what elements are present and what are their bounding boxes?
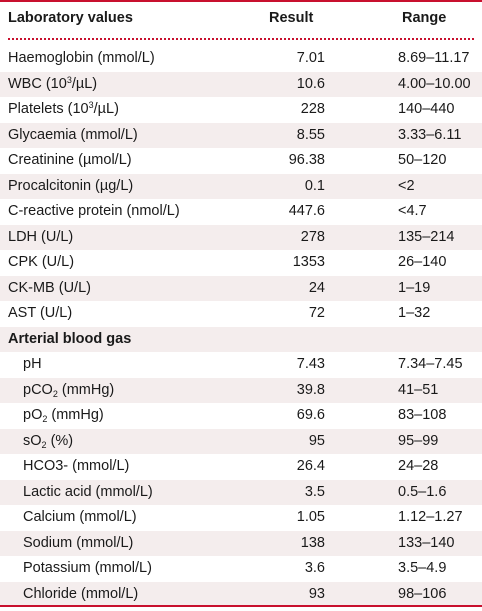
table-row: pCO2 (mmHg) 39.8 41–51	[0, 377, 482, 403]
row-range: <2	[398, 177, 415, 194]
row-range: 4.00–10.00	[398, 75, 471, 92]
row-result: 24	[308, 279, 325, 296]
table-row: Lactic acid (mmol/L) 3.5 0.5–1.6	[0, 479, 482, 505]
row-label: Glycaemia (mmol/L)	[8, 126, 138, 143]
row-result: 138	[300, 534, 325, 551]
table-header-row: Laboratory values Result Range	[0, 5, 482, 33]
table-body: Haemoglobin (mmol/L) 7.01 8.69–11.17 WBC (1…	[0, 46, 482, 607]
row-range: 3.5–4.9	[398, 560, 447, 576]
row-label: Creatinine (µmol/L)	[8, 152, 132, 168]
header-result: Result	[269, 10, 314, 26]
row-label: CK-MB (U/L)	[8, 279, 91, 296]
row-range: 7.34–7.45	[398, 356, 463, 372]
table-row: Platelets (103/µL) 228 140–440	[0, 97, 482, 123]
row-result: 0.1	[304, 177, 325, 194]
row-range: 1.12–1.27	[398, 509, 463, 525]
row-label: Lactic acid (mmol/L)	[23, 483, 153, 500]
row-range: 95–99	[398, 432, 439, 449]
table-row: Creatinine (µmol/L) 96.38 50–120	[0, 148, 482, 174]
row-range: 0.5–1.6	[398, 483, 447, 500]
row-result: 96.38	[288, 152, 325, 168]
row-label: Potassium (mmol/L)	[23, 560, 152, 576]
row-result: 1353	[292, 254, 325, 270]
section-title: Arterial blood gas	[8, 330, 132, 347]
row-result: 228	[300, 101, 325, 117]
row-range: 24–28	[398, 458, 439, 474]
table-row: pH 7.43 7.34–7.45	[0, 352, 482, 378]
row-range: 83–108	[398, 407, 447, 423]
row-range: 1–19	[398, 279, 431, 296]
table-row: CK-MB (U/L) 24 1–19	[0, 275, 482, 301]
row-label: Haemoglobin (mmol/L)	[8, 50, 155, 66]
row-result: 39.8	[296, 381, 325, 398]
row-range: 133–140	[398, 534, 455, 551]
row-result: 7.43	[296, 356, 325, 372]
row-range: 50–120	[398, 152, 447, 168]
row-result: 10.6	[296, 75, 325, 92]
row-label: AST (U/L)	[8, 305, 73, 321]
row-result: 3.5	[304, 483, 325, 500]
row-result: 69.6	[296, 407, 325, 423]
row-label: Platelets (103/µL)	[8, 100, 119, 118]
row-label: CPK (U/L)	[8, 254, 75, 270]
table-bottom-rule	[0, 605, 482, 607]
row-range: 98–106	[398, 585, 447, 602]
row-result: 1.05	[296, 509, 325, 525]
row-label: C-reactive protein (nmol/L)	[8, 203, 180, 219]
row-label: sO2 (%)	[23, 432, 74, 450]
row-label: Sodium (mmol/L)	[23, 534, 134, 551]
row-label: pH	[23, 356, 42, 372]
row-range: 8.69–11.17	[398, 50, 470, 66]
row-result: 8.55	[296, 126, 325, 143]
row-label: pO2 (mmHg)	[23, 407, 104, 424]
row-range: 135–214	[398, 228, 455, 245]
row-range: 1–32	[398, 305, 431, 321]
table-row: Sodium (mmol/L) 138 133–140	[0, 530, 482, 556]
table-row: CPK (U/L) 1353 26–140	[0, 250, 482, 276]
table-row: Chloride (mmol/L) 93 98–106	[0, 581, 482, 607]
row-result: 95	[308, 432, 325, 449]
table-row: HCO3- (mmol/L) 26.4 24–28	[0, 454, 482, 480]
table-row: AST (U/L) 72 1–32	[0, 301, 482, 327]
row-range: 26–140	[398, 254, 447, 270]
row-range: <4.7	[398, 203, 427, 219]
header-laboratory-values: Laboratory values	[8, 10, 133, 26]
header-range: Range	[402, 10, 447, 26]
row-label: HCO3- (mmol/L)	[23, 458, 130, 474]
section-header-row: Arterial blood gas	[0, 326, 482, 352]
row-range: 3.33–6.11	[398, 126, 462, 143]
row-result: 26.4	[296, 458, 325, 474]
row-result: 278	[300, 228, 325, 245]
row-result: 447.6	[288, 203, 325, 219]
row-label: Calcium (mmol/L)	[23, 509, 137, 525]
table-row: LDH (U/L) 278 135–214	[0, 224, 482, 250]
table-row: C-reactive protein (nmol/L) 447.6 <4.7	[0, 199, 482, 225]
row-result: 3.6	[304, 560, 325, 576]
row-range: 140–440	[398, 101, 455, 117]
table-row: Calcium (mmol/L) 1.05 1.12–1.27	[0, 505, 482, 531]
row-label: Chloride (mmol/L)	[23, 585, 139, 602]
table-row: Glycaemia (mmol/L) 8.55 3.33–6.11	[0, 122, 482, 148]
table-row: Potassium (mmol/L) 3.6 3.5–4.9	[0, 556, 482, 582]
table-row: WBC (103/µL) 10.6 4.00–10.00	[0, 71, 482, 97]
row-label: Procalcitonin (µg/L)	[8, 177, 134, 194]
row-label: LDH (U/L)	[8, 228, 74, 245]
table-row: sO2 (%) 95 95–99	[0, 428, 482, 454]
table-row: Haemoglobin (mmol/L) 7.01 8.69–11.17	[0, 46, 482, 72]
row-range: 41–51	[398, 381, 439, 398]
table-row: Procalcitonin (µg/L) 0.1 <2	[0, 173, 482, 199]
row-result: 93	[308, 585, 325, 602]
row-label: WBC (103/µL)	[8, 74, 98, 92]
header-dotted-rule	[8, 38, 474, 40]
table-top-rule	[0, 0, 482, 2]
row-label: pCO2 (mmHg)	[23, 381, 115, 399]
row-result: 7.01	[296, 50, 325, 66]
table-row: pO2 (mmHg) 69.6 83–108	[0, 403, 482, 429]
row-result: 72	[308, 305, 325, 321]
